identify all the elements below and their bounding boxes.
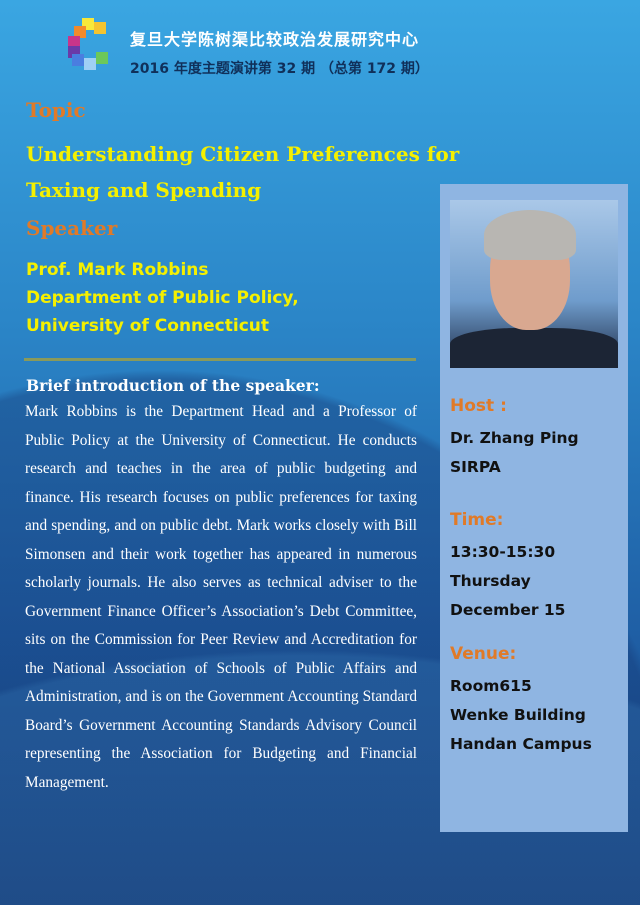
speaker-info: Prof. Mark Robbins Department of Public … [26,256,416,340]
topic-label: Topic [26,98,86,122]
topic-title: Understanding Citizen Preferences for Ta… [26,136,616,208]
lecture-series: 2016 年度主题演讲第 32 期 （总第 172 期） [130,61,429,77]
venue-label: Venue: [450,644,517,664]
divider [24,358,416,361]
host-name: Dr. Zhang Ping [450,429,579,447]
venue-campus: Handan Campus [450,735,592,753]
photo-suit [450,328,618,368]
venue-value: Room615 Wenke Building Handan Campus [450,672,620,759]
speaker-name: Prof. Mark Robbins [26,260,209,280]
speaker-photo [450,200,618,368]
host-org: SIRPA [450,458,501,476]
center-logo [68,18,108,70]
bio-heading: Brief introduction of the speaker: [26,376,320,395]
weekday: Thursday [450,572,531,590]
org-name: 复旦大学陈树渠比较政治发展研究中心 [130,30,420,49]
bio-text: Mark Robbins is the Department Head and … [25,403,417,791]
speaker-label: Speaker [26,216,118,240]
venue-room: Room615 [450,677,532,695]
host-value: Dr. Zhang Ping SIRPA [450,424,620,482]
time-value: 13:30-15:30 Thursday December 15 [450,538,620,625]
venue-building: Wenke Building [450,706,586,724]
date: December 15 [450,601,566,619]
speaker-university: University of Connecticut [26,316,270,336]
info-panel: Host : Dr. Zhang Ping SIRPA Time: 13:30-… [440,184,628,832]
photo-hair [484,210,576,260]
time-label: Time: [450,510,504,530]
host-label: Host : [450,396,507,416]
title-line: Taxing and Spending [26,178,262,202]
time-range: 13:30-15:30 [450,543,556,561]
title-line: Understanding Citizen Preferences for [26,142,460,166]
speaker-dept: Department of Public Policy, [26,288,299,308]
